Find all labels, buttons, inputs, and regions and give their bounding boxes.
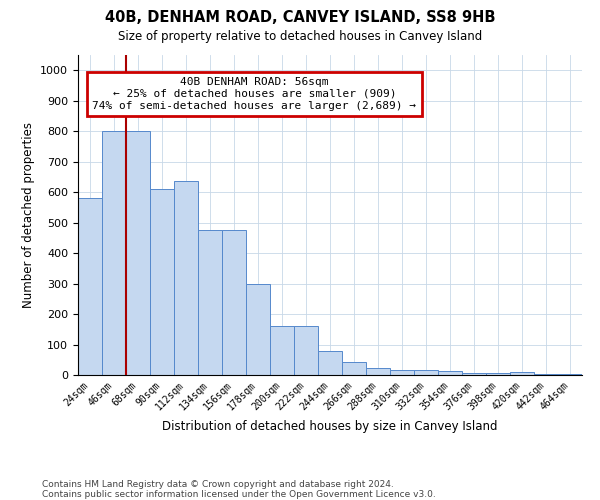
Y-axis label: Number of detached properties: Number of detached properties (22, 122, 35, 308)
Bar (78, 198, 102, 375)
Text: Contains public sector information licensed under the Open Government Licence v3: Contains public sector information licen… (42, 490, 436, 499)
Bar (222, 230, 246, 375)
Text: Size of property relative to detached houses in Canvey Island: Size of property relative to detached ho… (118, 30, 482, 43)
Bar (438, 372, 462, 375)
Bar (294, 326, 318, 375)
Text: 40B, DENHAM ROAD, CANVEY ISLAND, SS8 9HB: 40B, DENHAM ROAD, CANVEY ISLAND, SS8 9HB (105, 10, 495, 25)
Bar (198, 230, 222, 375)
Bar (318, 351, 342, 375)
Bar (126, 131, 150, 375)
Bar (390, 370, 414, 375)
Bar (414, 370, 438, 375)
X-axis label: Distribution of detached houses by size in Canvey Island: Distribution of detached houses by size … (162, 420, 498, 433)
Bar (510, 372, 534, 375)
Bar (462, 374, 486, 375)
Bar (174, 182, 198, 375)
Bar (558, 374, 582, 375)
Text: Contains HM Land Registry data © Crown copyright and database right 2024.: Contains HM Land Registry data © Crown c… (42, 480, 394, 489)
Bar (150, 189, 174, 375)
Bar (366, 368, 390, 375)
Bar (534, 374, 558, 375)
Bar (342, 362, 366, 375)
Bar (486, 374, 510, 375)
Bar (102, 131, 126, 375)
Text: 40B DENHAM ROAD: 56sqm
← 25% of detached houses are smaller (909)
74% of semi-de: 40B DENHAM ROAD: 56sqm ← 25% of detached… (92, 78, 416, 110)
Bar (270, 326, 294, 375)
Bar (246, 284, 270, 375)
